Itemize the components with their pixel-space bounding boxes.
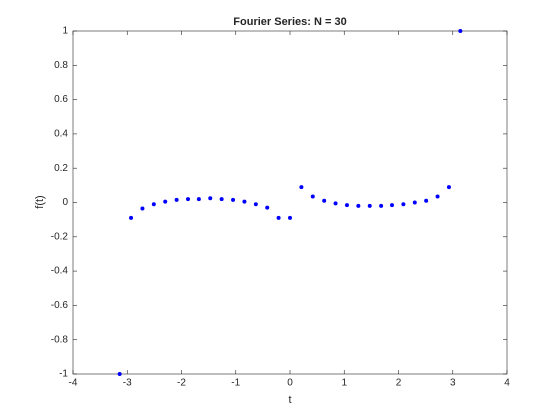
y-tick-label: -1 <box>59 369 68 380</box>
point <box>401 202 406 207</box>
point <box>129 215 134 220</box>
point <box>458 29 463 33</box>
x-tick-label: 1 <box>341 378 347 389</box>
point <box>186 197 191 202</box>
point <box>389 203 394 208</box>
point <box>310 194 315 199</box>
point <box>151 202 156 207</box>
plot-area <box>72 30 508 375</box>
point <box>208 196 213 201</box>
y-tick-label: 0.8 <box>54 60 68 71</box>
point <box>424 198 429 203</box>
point <box>379 203 384 208</box>
y-tick-label: -0.2 <box>51 231 69 242</box>
y-tick-label: -0.6 <box>51 300 69 311</box>
y-tick-label: -0.4 <box>51 266 69 277</box>
point <box>276 215 281 220</box>
y-tick-label: 0.6 <box>54 94 68 105</box>
y-tick-label: 1 <box>62 26 68 37</box>
x-tick-label: -3 <box>123 378 132 389</box>
point <box>174 197 179 202</box>
point <box>344 203 349 208</box>
x-tick-label: 3 <box>450 378 456 389</box>
y-tick-label: -0.8 <box>51 334 69 345</box>
x-tick-label: -2 <box>177 378 186 389</box>
point <box>299 185 304 190</box>
point <box>356 203 361 208</box>
point <box>333 201 338 206</box>
x-tick-label: -1 <box>231 378 240 389</box>
point <box>288 215 292 220</box>
point <box>446 185 451 190</box>
point <box>163 199 168 204</box>
point <box>117 372 122 376</box>
x-axis-label: t <box>288 394 291 406</box>
x-tick-label: 0 <box>287 378 293 389</box>
x-tick-label: 4 <box>504 378 510 389</box>
point <box>367 203 372 208</box>
point <box>265 205 270 210</box>
y-axis-label: f(t) <box>34 195 46 208</box>
point <box>219 197 224 202</box>
x-tick-label: 2 <box>396 378 402 389</box>
point <box>231 197 236 202</box>
point <box>196 197 201 202</box>
point <box>140 206 145 211</box>
x-tick-label: -4 <box>69 378 78 389</box>
point <box>435 194 440 199</box>
y-tick-label: 0.4 <box>54 129 68 140</box>
y-tick-label: 0.2 <box>54 163 68 174</box>
chart-title: Fourier Series: N = 30 <box>233 16 346 28</box>
y-tick-label: 0 <box>62 197 68 208</box>
point <box>242 199 247 204</box>
point <box>253 202 258 207</box>
point <box>322 198 327 203</box>
point <box>412 200 417 205</box>
